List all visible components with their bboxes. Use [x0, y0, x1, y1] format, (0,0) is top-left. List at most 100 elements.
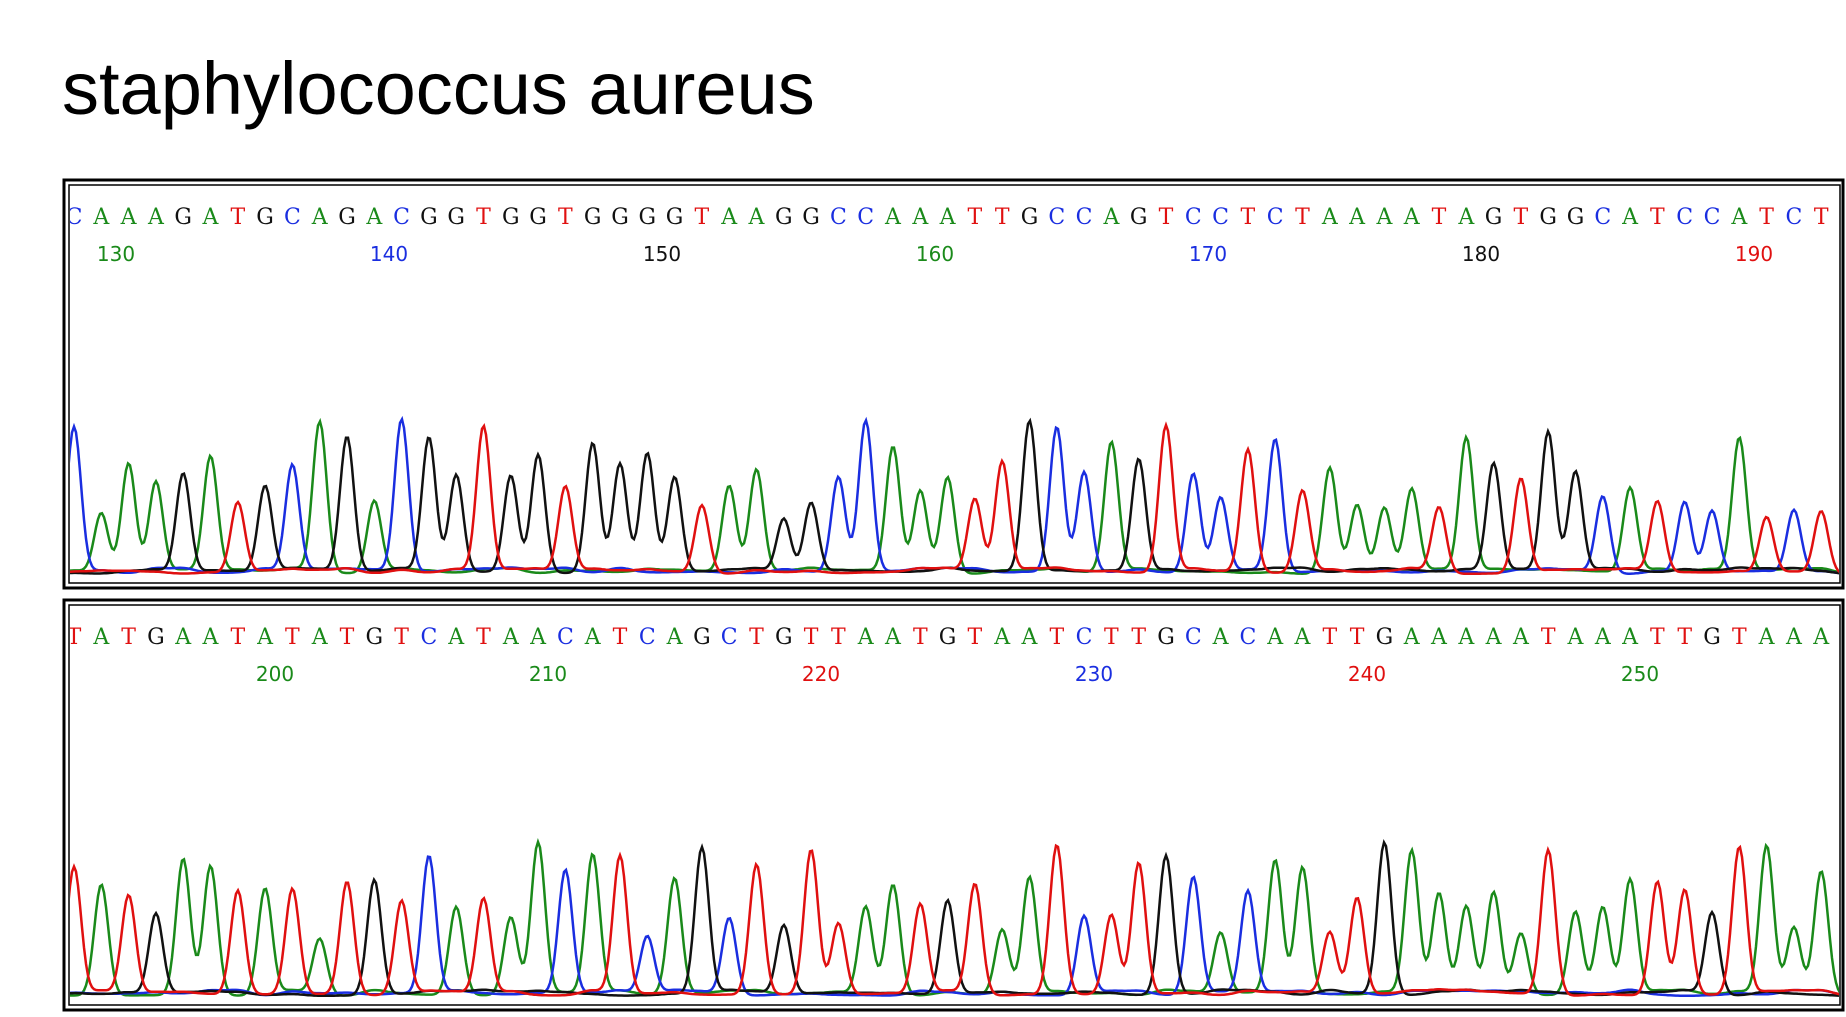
base-call: A: [202, 625, 220, 650]
base-call: A: [993, 625, 1011, 650]
base-call: A: [311, 205, 329, 230]
base-call: G: [639, 205, 657, 230]
base-call: T: [1677, 625, 1692, 650]
base-call: C: [639, 625, 656, 650]
base-call: G: [775, 205, 793, 230]
base-call: A: [1621, 205, 1639, 230]
base-call: T: [1759, 205, 1774, 230]
base-call: T: [1514, 205, 1529, 230]
base-call: C: [1212, 205, 1229, 230]
base-call: A: [502, 625, 520, 650]
base-call: A: [1730, 205, 1748, 230]
base-call: G: [1130, 205, 1148, 230]
base-call: G: [1485, 205, 1503, 230]
base-call: T: [1350, 625, 1365, 650]
base-call: A: [1403, 625, 1421, 650]
base-call: A: [1567, 625, 1585, 650]
base-call: A: [1785, 625, 1803, 650]
base-call: G: [1703, 625, 1721, 650]
base-call: A: [857, 625, 875, 650]
base-call: A: [666, 625, 684, 650]
base-call: A: [748, 205, 766, 230]
base-call: G: [584, 205, 602, 230]
base-call: C: [1594, 205, 1611, 230]
base-call: A: [1594, 625, 1612, 650]
base-call: T: [613, 625, 628, 650]
base-call: C: [857, 205, 874, 230]
base-call: G: [693, 625, 711, 650]
base-call: A: [884, 205, 902, 230]
base-call: G: [529, 205, 547, 230]
base-call: G: [1021, 205, 1039, 230]
position-label: 140: [370, 242, 408, 266]
base-call: C: [1785, 205, 1802, 230]
trace: [70, 421, 1839, 576]
base-call: T: [340, 625, 355, 650]
base-call: T: [749, 625, 764, 650]
position-label: 250: [1621, 662, 1659, 686]
position-label: 130: [97, 242, 135, 266]
base-call: G: [1376, 625, 1394, 650]
base-call: G: [611, 205, 629, 230]
base-call: T: [285, 625, 300, 650]
base-call: A: [1812, 625, 1830, 650]
title: staphylococcus aureus: [62, 47, 815, 130]
base-call: C: [1185, 205, 1202, 230]
base-call: T: [1131, 625, 1146, 650]
base-call: A: [529, 625, 547, 650]
panel-frame: [62, 598, 1845, 1012]
base-call: G: [1157, 625, 1175, 650]
base-call: G: [802, 205, 820, 230]
base-call: T: [121, 625, 136, 650]
base-call: G: [338, 205, 356, 230]
base-call: T: [804, 625, 819, 650]
base-call: A: [911, 205, 929, 230]
base-call: T: [476, 625, 491, 650]
base-call: T: [1650, 625, 1665, 650]
base-call: T: [1650, 205, 1665, 230]
position-label: 240: [1348, 662, 1386, 686]
base-call: T: [1541, 625, 1556, 650]
trace: [70, 855, 1839, 998]
base-call: A: [1212, 625, 1230, 650]
position-label: 230: [1075, 662, 1113, 686]
base-call: C: [420, 625, 437, 650]
base-call: A: [1485, 625, 1503, 650]
base-call: C: [66, 205, 83, 230]
base-call: A: [365, 205, 383, 230]
base-call: A: [1294, 625, 1312, 650]
base-call: T: [394, 625, 409, 650]
base-call: C: [1676, 205, 1693, 230]
base-call: A: [1758, 625, 1776, 650]
base-call: T: [67, 625, 82, 650]
position-label: 150: [643, 242, 681, 266]
base-call: A: [1457, 625, 1475, 650]
base-call: A: [447, 625, 465, 650]
base-call: A: [1430, 625, 1448, 650]
base-call: G: [366, 625, 384, 650]
base-call: T: [1295, 205, 1310, 230]
base-call: C: [1048, 205, 1065, 230]
panel-inner-frame: [68, 184, 1841, 584]
base-call: T: [1159, 205, 1174, 230]
base-call: T: [558, 205, 573, 230]
position-label: 190: [1735, 242, 1773, 266]
position-label: 210: [529, 662, 567, 686]
base-call: A: [939, 205, 957, 230]
position-label: 220: [802, 662, 840, 686]
base-call: G: [174, 205, 192, 230]
base-call: C: [1267, 205, 1284, 230]
panel-inner-frame: [68, 604, 1841, 1006]
base-call: A: [147, 205, 165, 230]
base-call: G: [1567, 205, 1585, 230]
base-call: G: [256, 205, 274, 230]
base-call: C: [721, 625, 738, 650]
base-call: G: [147, 625, 165, 650]
base-call: A: [311, 625, 329, 650]
position-label: 170: [1189, 242, 1227, 266]
